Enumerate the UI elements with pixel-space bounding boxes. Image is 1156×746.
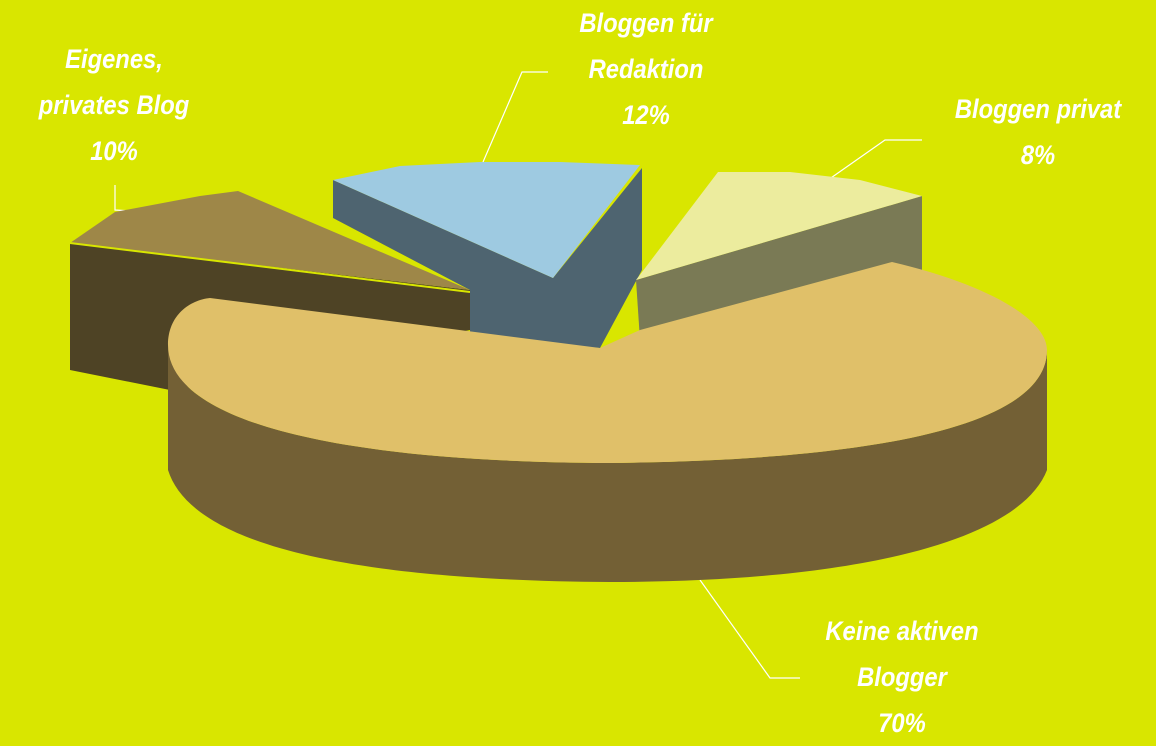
label-bloggen-fuer-redaktion: Bloggen für Redaktion 12% bbox=[579, 8, 713, 130]
slice-eigenes-top bbox=[70, 191, 470, 290]
slice-bloggen-fuer-redaktion bbox=[333, 162, 642, 348]
leader-line-redaktion bbox=[482, 71, 548, 163]
slice-keine-top bbox=[168, 262, 1047, 463]
label-eigenes-privates-blog: Eigenes, privates Blog 10% bbox=[38, 44, 190, 166]
leader-line-privat bbox=[827, 139, 922, 181]
slice-bloggen-privat bbox=[636, 172, 922, 340]
slice-redaktion-top bbox=[333, 162, 640, 278]
slice-keine-aktiven-blogger bbox=[168, 262, 1047, 582]
slice-privat-side bbox=[636, 196, 922, 340]
label-bloggen-privat: Bloggen privat 8% bbox=[954, 94, 1122, 170]
slice-keine-side bbox=[168, 345, 1047, 582]
label-keine-aktiven-blogger: Keine aktiven Blogger 70% bbox=[825, 616, 979, 738]
leader-line-keine bbox=[699, 579, 800, 679]
slice-redaktion-side-left bbox=[333, 180, 553, 345]
slice-redaktion-side-right bbox=[553, 168, 642, 348]
slice-privat-top bbox=[636, 172, 922, 280]
